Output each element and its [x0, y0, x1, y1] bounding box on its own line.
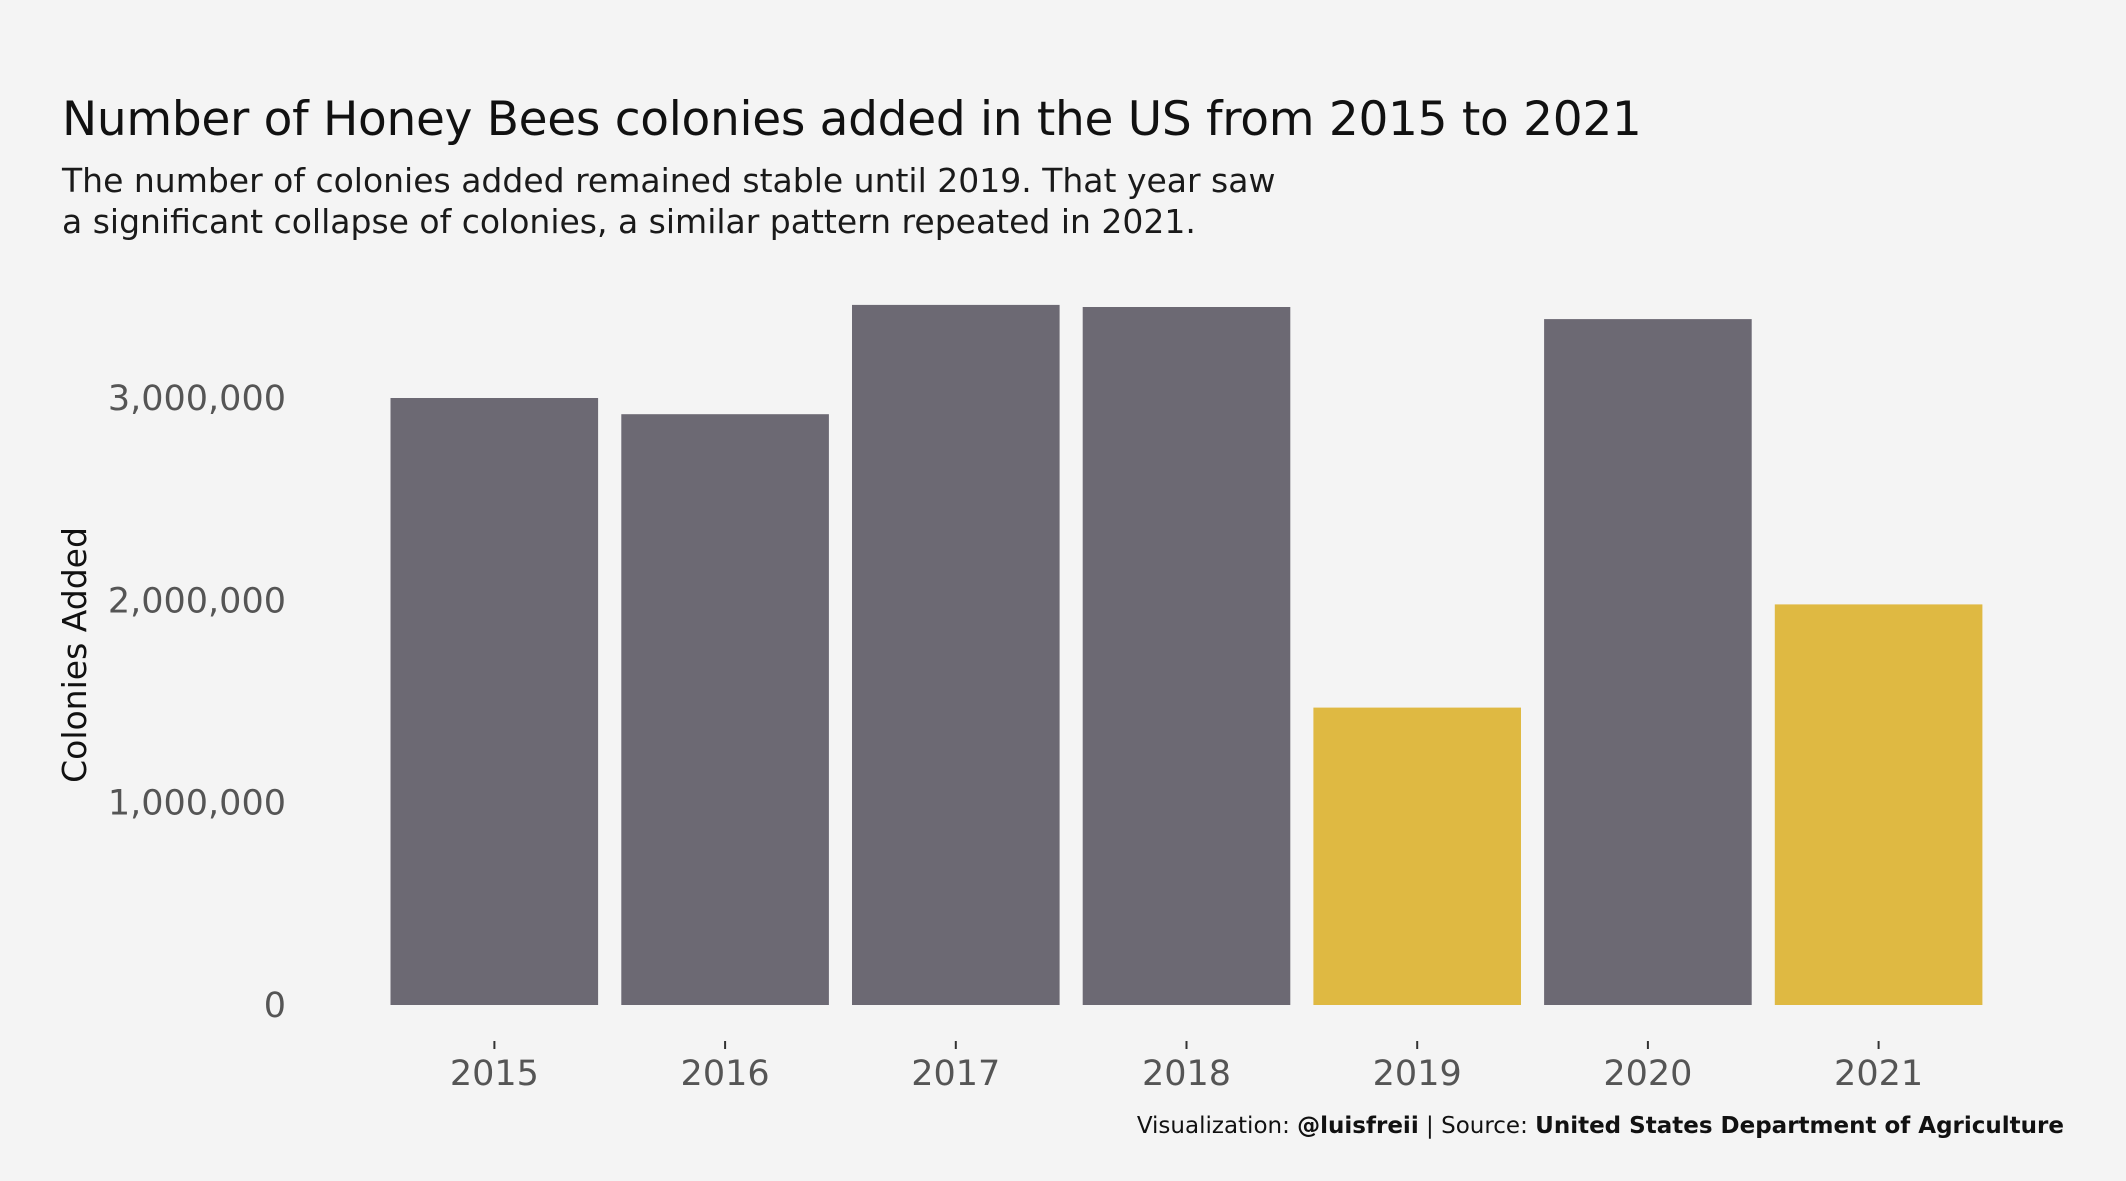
- subtitle-line-1: The number of colonies added remained st…: [62, 161, 1276, 200]
- bar-2020: [1544, 319, 1752, 1006]
- y-tick-label: 3,000,000: [108, 379, 286, 419]
- y-axis: 0 1,000,000 2,000,000 3,000,000: [108, 379, 286, 1026]
- caption-viz-prefix: Visualization:: [1136, 1113, 1298, 1139]
- x-tick-label: 2017: [911, 1054, 1000, 1094]
- y-axis-title: Colonies Added: [55, 527, 94, 783]
- x-axis: 2015 2016 2017 2018 2019 2020 2021: [450, 1041, 1923, 1094]
- y-tick-label: 2,000,000: [108, 581, 286, 621]
- bar-2021: [1774, 604, 1983, 1005]
- bar-2017: [852, 304, 1060, 1005]
- bar-2018: [1082, 307, 1291, 1005]
- bar-2016: [621, 414, 829, 1005]
- chart-caption: Visualization: @luisfreii | Source: Unit…: [1137, 1113, 2064, 1139]
- bar-2019: [1313, 707, 1521, 1005]
- x-tick-label: 2020: [1603, 1054, 1692, 1094]
- x-tick-label: 2019: [1373, 1054, 1462, 1094]
- bar-series: [390, 304, 1983, 1006]
- x-tick-label: 2016: [681, 1054, 770, 1094]
- caption-source: United States Department of Agriculture: [1535, 1113, 2064, 1139]
- chart-subtitle: The number of colonies added remained st…: [62, 160, 1275, 242]
- y-tick-label: 0: [264, 986, 286, 1026]
- caption-separator: | Source:: [1418, 1113, 1536, 1139]
- subtitle-line-2: a significant collapse of colonies, a si…: [62, 202, 1196, 241]
- x-tick-label: 2015: [450, 1054, 539, 1094]
- y-tick-label: 1,000,000: [108, 784, 286, 824]
- x-tick-label: 2018: [1142, 1054, 1231, 1094]
- bar-2015: [390, 398, 599, 1005]
- x-tick-label: 2021: [1834, 1054, 1923, 1094]
- chart-title: Number of Honey Bees colonies added in t…: [62, 92, 1642, 147]
- caption-author: @luisfreii: [1297, 1113, 1419, 1139]
